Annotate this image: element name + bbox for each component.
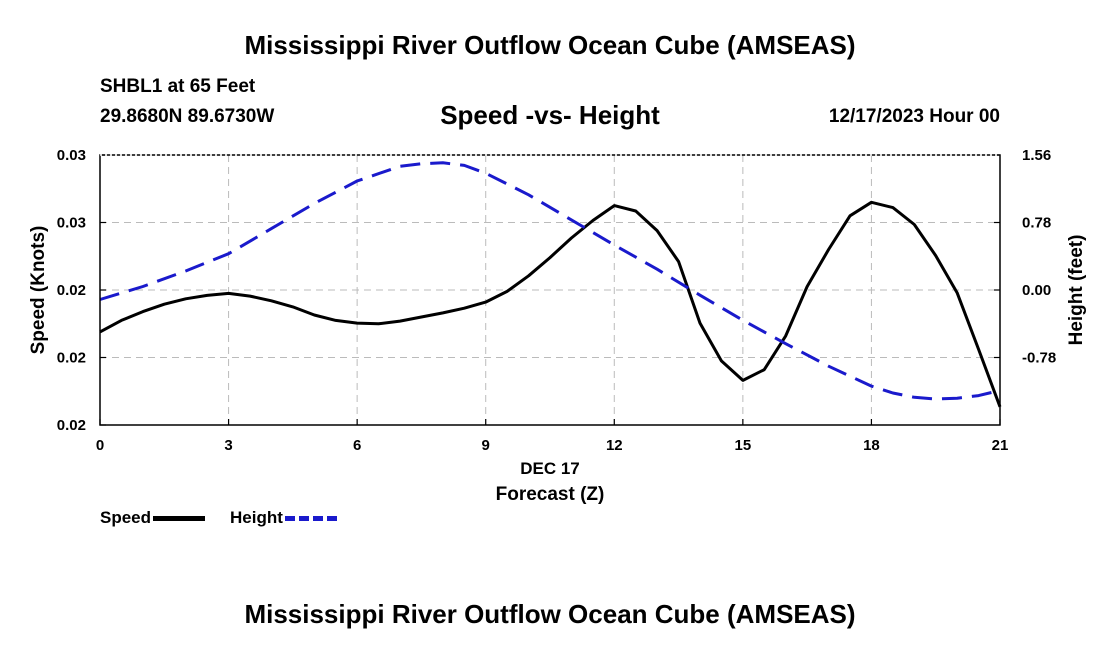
y-tick-label: 0.02	[57, 282, 86, 299]
y-tick-label: 0.03	[57, 147, 86, 164]
x-tick-label: 18	[863, 437, 880, 454]
grid-lines	[100, 155, 1000, 425]
x-tick-label: 9	[482, 437, 490, 454]
x-tick-label: 6	[353, 437, 361, 454]
station-label: SHBL1 at 65 Feet	[100, 76, 256, 97]
chart-title: Speed -vs- Height	[440, 100, 660, 130]
x-tick-label: 3	[224, 437, 232, 454]
x-tick-label: 15	[735, 437, 752, 454]
height-series-line	[99, 161, 1001, 401]
x-tick-label: 21	[992, 437, 1009, 454]
y2-tick-label: -0.78	[1022, 350, 1056, 367]
legend-speed-label: Speed	[100, 508, 152, 527]
y2-tick-label: 0.78	[1022, 215, 1051, 232]
y-tick-label: 0.03	[57, 215, 86, 232]
legend-speed: Speed	[100, 508, 206, 528]
axis-ticks: 0 3 6 9 12 15 18 21 0.02 0.02 0.02 0.03 0.03 -0.78 0.0…	[57, 147, 1056, 454]
series-lines	[99, 161, 1002, 408]
y-tick-label: 0.02	[57, 350, 86, 367]
x-tick-label: 12	[606, 437, 623, 454]
y2-tick-label: 0.00	[1022, 282, 1051, 299]
x-axis-title: Forecast (Z)	[496, 484, 605, 505]
y-axis-title-right: Height (feet)	[1066, 235, 1087, 346]
y-axis-title-left: Speed (Knots)	[28, 226, 49, 355]
legend-height-label: Height	[230, 508, 283, 527]
footer-title: Mississippi River Outflow Ocean Cube (AM…	[244, 599, 856, 629]
x-tick-label: 0	[96, 437, 104, 454]
legend-height: Height	[230, 508, 337, 528]
coordinates-label: 29.8680N 89.6730W	[100, 106, 275, 127]
speed-series-line	[99, 200, 1002, 408]
y2-tick-label: 1.56	[1022, 147, 1051, 164]
legend-speed-swatch	[153, 515, 206, 521]
page-title: Mississippi River Outflow Ocean Cube (AM…	[244, 30, 856, 60]
y-tick-label: 0.02	[57, 417, 86, 434]
legend-height-swatch	[284, 515, 337, 521]
forecast-datetime: 12/17/2023 Hour 00	[828, 106, 1000, 127]
x-axis-date-label: DEC 17	[520, 459, 580, 478]
